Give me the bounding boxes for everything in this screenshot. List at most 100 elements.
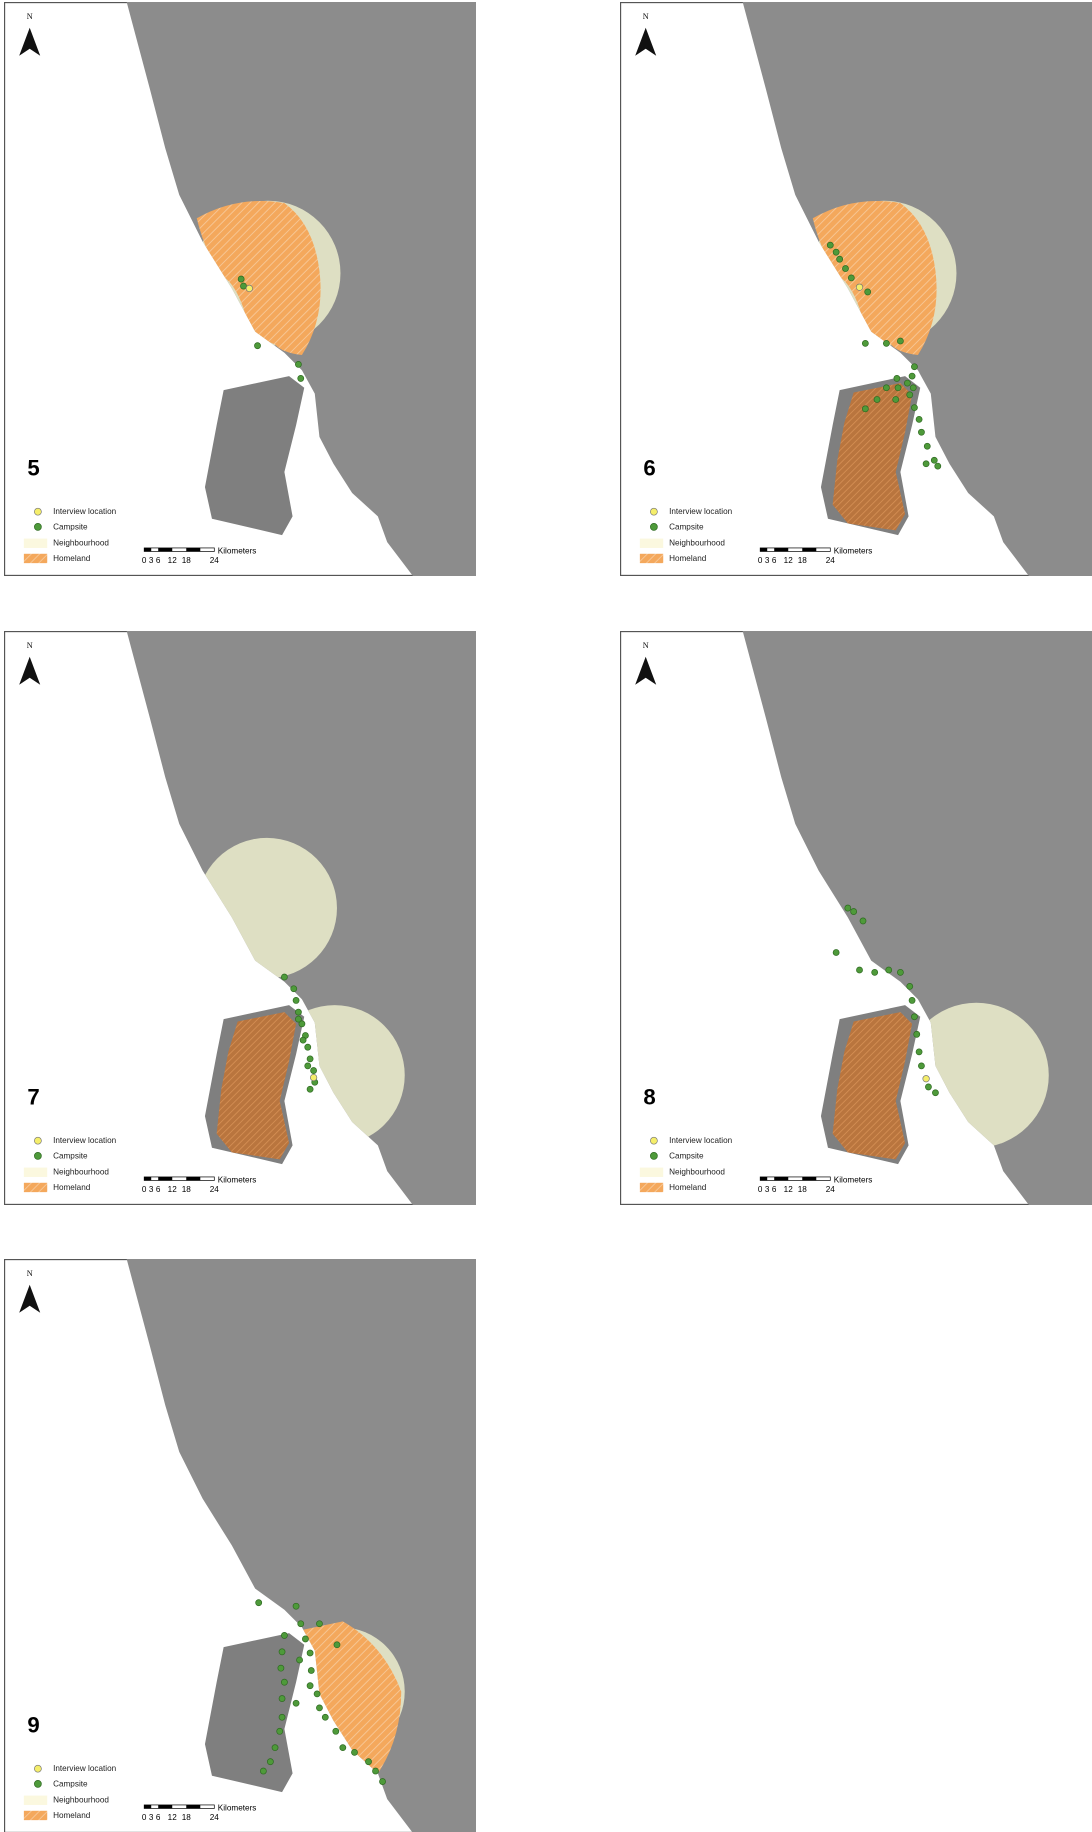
scale-tick: 0 [758,1185,763,1194]
campsite [924,443,930,449]
legend-homeland [24,554,47,563]
campsite [293,1603,299,1609]
campsite [923,461,929,467]
scale-tick: 24 [210,1813,220,1822]
campsite [295,1016,301,1022]
legend-label: Interview location [53,507,117,516]
campsite [827,242,833,248]
legend-neighbourhood [24,1796,47,1805]
scale-segment [144,1177,151,1181]
legend-label: Campsite [53,1152,88,1161]
campsite [307,1056,313,1062]
panel-number: 7 [27,1084,39,1109]
scale-tick: 12 [168,1185,178,1194]
scale-tick: 18 [182,1813,192,1822]
scale-tick: 0 [142,1185,147,1194]
legend-campsite [650,1152,657,1159]
legend-homeland [24,1811,47,1820]
campsite [897,969,903,975]
campsite [865,289,871,295]
campsite [911,1014,917,1020]
scale-tick: 12 [784,556,794,565]
campsite [918,429,924,435]
campsite [334,1642,340,1648]
campsite [240,283,246,289]
legend-neighbourhood [24,1168,47,1177]
campsite [379,1779,385,1785]
legend-label: Homeland [53,1183,91,1192]
map-panel: N6Interview locationCampsiteNeighbourhoo… [620,2,1092,576]
scale-tick: 24 [210,556,220,565]
scale-unit: Kilometers [834,1176,873,1185]
legend-homeland [640,554,663,563]
campsite [365,1759,371,1765]
legend-label: Homeland [53,1811,91,1820]
scale-tick: 18 [798,1185,808,1194]
legend-label: Homeland [669,1183,707,1192]
campsite [333,1728,339,1734]
campsite [845,905,851,911]
scale-bar [144,1177,214,1181]
campsite [300,1037,306,1043]
scale-segment [186,548,200,552]
campsite [316,1705,322,1711]
campsite [935,463,941,469]
legend-campsite [34,1780,41,1787]
campsite [909,373,915,379]
campsite [291,986,297,992]
scale-segment [144,548,151,552]
interview-location [856,284,863,291]
legend-neighbourhood [640,539,663,548]
campsite [340,1745,346,1751]
scale-segment [774,1177,788,1181]
campsite [883,340,889,346]
campsite [883,385,889,391]
scale-tick: 3 [149,1813,154,1822]
scale-segment [144,1805,151,1809]
campsite [910,385,916,391]
interview-location [246,285,253,292]
legend-campsite [650,523,657,530]
north-label: N [643,641,649,650]
north-label: N [27,12,33,21]
scale-tick: 0 [142,556,147,565]
campsite [918,1063,924,1069]
scale-segment [802,548,816,552]
scale-bar [144,548,214,552]
campsite [897,338,903,344]
scale-tick: 3 [149,556,154,565]
panel-number: 6 [643,455,655,480]
scale-tick: 12 [784,1185,794,1194]
campsite [932,1090,938,1096]
legend-interview [34,508,41,515]
campsite [308,1667,314,1673]
campsite [907,983,913,989]
campsite [909,997,915,1003]
scale-tick: 3 [149,1185,154,1194]
campsite [297,1657,303,1663]
campsite [254,343,260,349]
legend-label: Homeland [53,554,91,563]
campsite [874,396,880,402]
scale-unit: Kilometers [218,547,257,556]
figure: N5Interview locationCampsiteNeighbourhoo… [0,0,1092,1832]
scale-tick: 12 [168,556,178,565]
scale-segment [186,1177,200,1181]
scale-tick: 18 [182,556,192,565]
campsite [322,1714,328,1720]
scale-tick: 24 [210,1185,220,1194]
north-label: N [643,12,649,21]
scale-tick: 18 [182,1185,192,1194]
legend-label: Campsite [53,1780,88,1789]
legend-label: Campsite [53,523,88,532]
campsite [307,1086,313,1092]
campsite [238,276,244,282]
panel-number: 8 [643,1084,655,1109]
campsite [314,1691,320,1697]
campsite [307,1683,313,1689]
campsite [267,1759,273,1765]
campsite [833,949,839,955]
